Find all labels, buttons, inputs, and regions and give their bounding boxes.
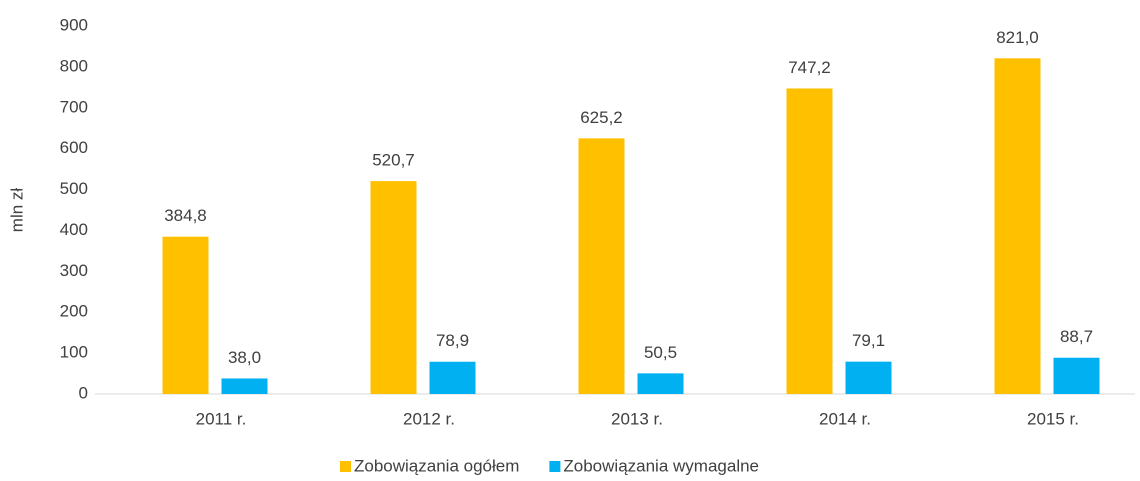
data-label: 78,9 — [436, 331, 469, 350]
legend-swatch — [549, 461, 561, 472]
bar — [221, 378, 268, 394]
x-tick-label: 2013 r. — [611, 409, 663, 428]
y-tick-label: 600 — [60, 138, 88, 157]
bar — [370, 181, 417, 394]
legend-label: Zobowiązania ogółem — [354, 456, 519, 475]
x-tick-label: 2015 r. — [1027, 409, 1079, 428]
x-tick-label: 2012 r. — [403, 409, 455, 428]
x-tick-label: 2014 r. — [819, 409, 871, 428]
bar — [994, 58, 1041, 395]
data-label: 88,7 — [1060, 327, 1093, 346]
y-tick-label: 400 — [60, 220, 88, 239]
data-label: 384,8 — [164, 206, 207, 225]
bar — [1053, 357, 1100, 394]
data-label: 520,7 — [372, 151, 415, 170]
bar — [637, 373, 684, 394]
data-label: 38,0 — [228, 348, 261, 367]
y-tick-label: 900 — [60, 15, 88, 34]
y-tick-label: 300 — [60, 261, 88, 280]
legend-swatch — [340, 461, 351, 472]
bar — [429, 361, 476, 394]
y-tick-label: 100 — [60, 343, 88, 362]
y-tick-label: 800 — [60, 56, 88, 75]
bar — [845, 361, 892, 394]
bar — [578, 138, 625, 394]
x-tick-label: 2011 r. — [196, 409, 247, 428]
data-label: 79,1 — [852, 331, 885, 350]
bar — [162, 236, 209, 394]
legend-label: Zobowiązania wymagalne — [563, 456, 759, 475]
data-label: 747,2 — [788, 58, 831, 77]
y-axis-label: mln zł — [7, 188, 26, 233]
data-label: 50,5 — [644, 343, 677, 362]
data-label: 625,2 — [580, 108, 623, 127]
y-tick-label: 500 — [60, 179, 88, 198]
y-tick-label: 200 — [60, 302, 88, 321]
bar — [786, 88, 833, 395]
y-tick-label: 700 — [60, 97, 88, 116]
y-tick-label: 0 — [79, 383, 88, 402]
data-label: 821,0 — [996, 28, 1039, 47]
